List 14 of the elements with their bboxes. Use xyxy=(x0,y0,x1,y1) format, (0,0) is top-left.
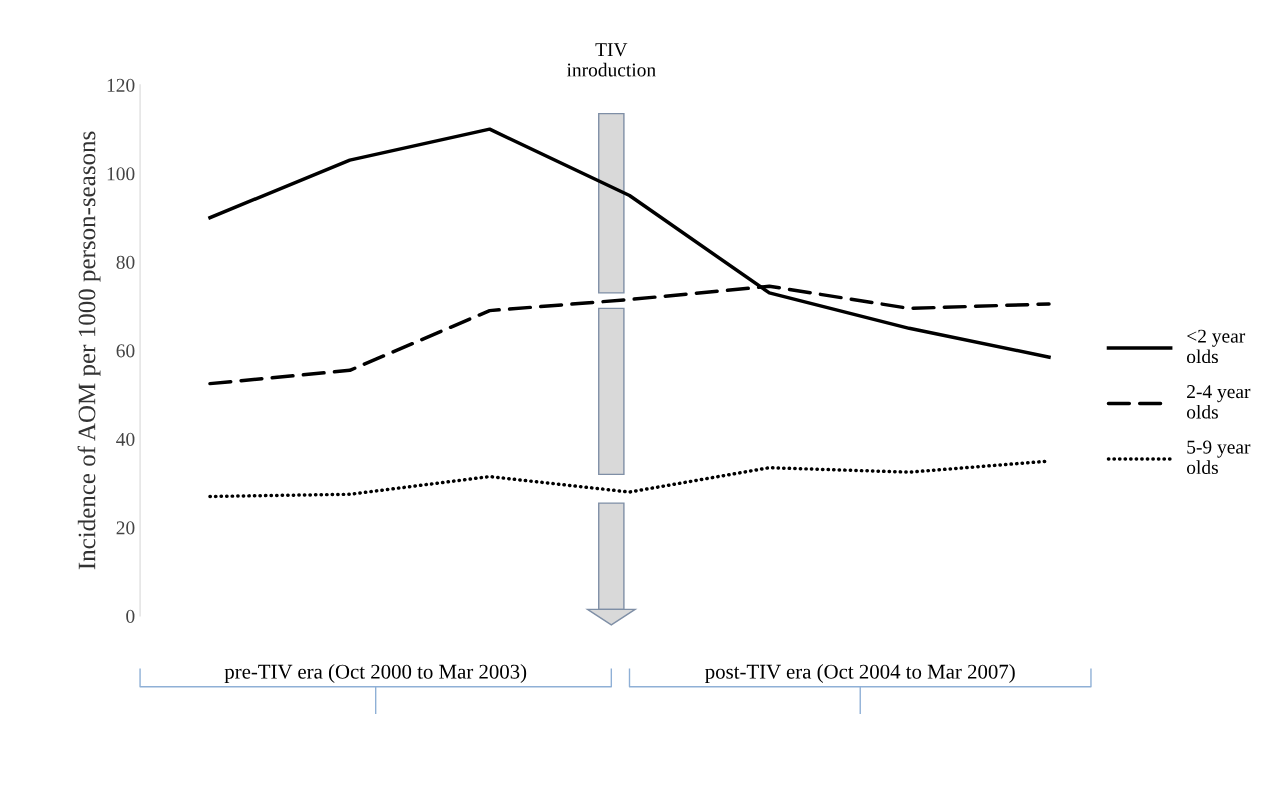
y-tick-label: 80 xyxy=(116,255,135,269)
y-tick-label: 40 xyxy=(116,432,135,446)
legend-label: 2-4 year olds xyxy=(1186,385,1251,419)
text: TIV inroduction xyxy=(566,43,656,77)
y-axis-title: Incidence of AOM per 1000 person-seasons xyxy=(77,131,101,570)
y-tick-label: 20 xyxy=(116,521,135,535)
y-tick-label: 100 xyxy=(107,167,135,181)
text: post-TIV era (Oct 2004 to Mar 2007) xyxy=(705,664,1015,683)
text: pre-TIV era (Oct 2000 to Mar 2003) xyxy=(224,664,527,683)
y-tick-label: 120 xyxy=(107,78,135,92)
legend-label: 5-9 year olds xyxy=(1186,440,1251,475)
legend-label: <2 year olds xyxy=(1186,329,1246,364)
y-tick-label: 0 xyxy=(126,609,135,623)
y-tick-label: 60 xyxy=(116,344,135,358)
